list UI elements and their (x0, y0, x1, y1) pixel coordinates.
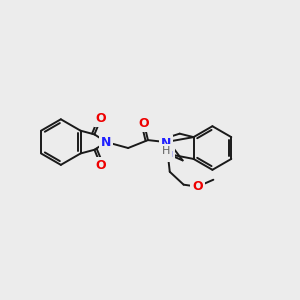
Text: O: O (96, 112, 106, 125)
Text: O: O (139, 117, 149, 130)
Text: N: N (163, 148, 173, 160)
Text: H: H (162, 146, 170, 156)
Text: N: N (160, 136, 171, 150)
Text: O: O (192, 180, 203, 193)
Text: H: H (162, 146, 170, 156)
Text: N: N (160, 136, 171, 150)
Text: N: N (101, 136, 112, 148)
Text: O: O (96, 159, 106, 172)
